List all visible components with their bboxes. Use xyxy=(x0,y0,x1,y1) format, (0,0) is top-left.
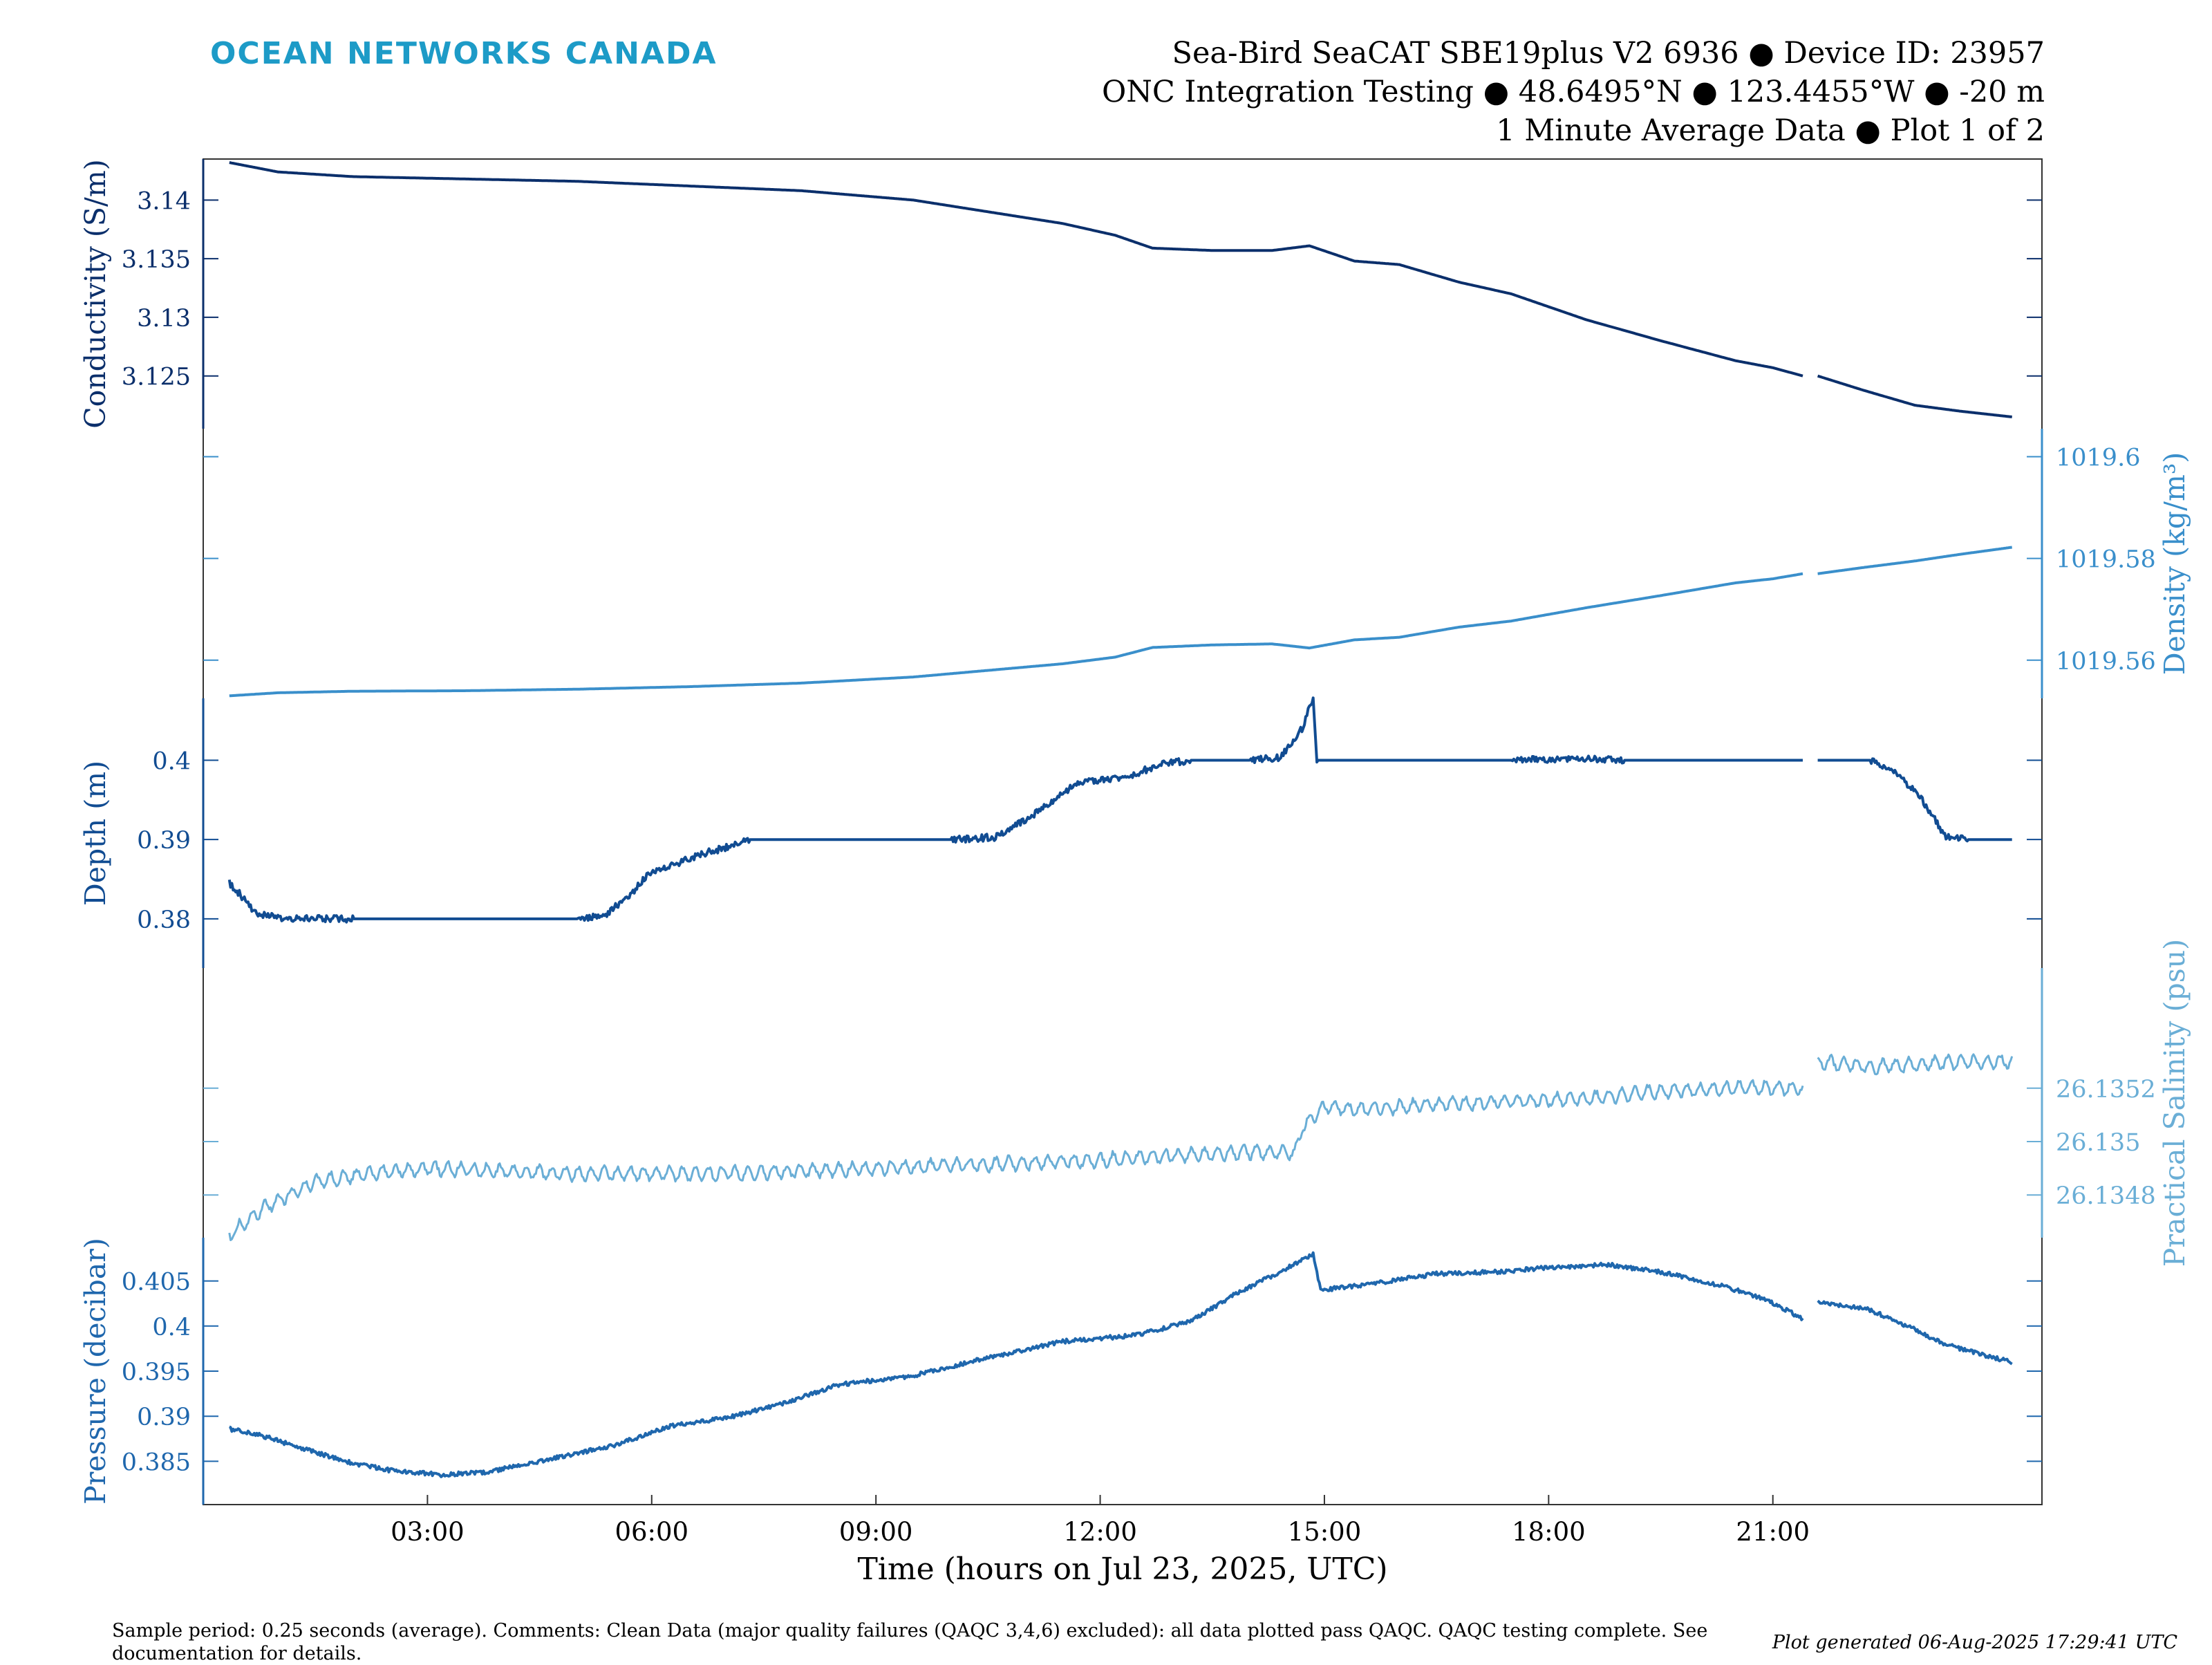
depth-tick-label: 0.39 xyxy=(137,827,191,855)
x-tick-label: 15:00 xyxy=(1288,1517,1362,1547)
depth-line-segment-2 xyxy=(1817,757,2012,843)
conductivity-tick-label: 3.13 xyxy=(137,305,191,333)
depth-axis-label: Depth (m) xyxy=(79,761,112,906)
pressure-tick-label: 0.385 xyxy=(122,1449,191,1476)
onc-logo: OCEAN NETWORKS CANADA xyxy=(210,36,718,71)
salinity-tick-label: 26.1348 xyxy=(2056,1182,2156,1210)
plot-frame xyxy=(203,158,2043,1505)
conductivity-line-segment-2 xyxy=(1817,374,2012,418)
pressure-tick-label: 0.39 xyxy=(137,1404,191,1431)
pressure-axis-label: Pressure (decibar) xyxy=(79,1238,112,1505)
density-line-segment-1 xyxy=(229,572,1803,698)
conductivity-tick-label: 3.14 xyxy=(137,187,191,215)
x-tick-label: 09:00 xyxy=(839,1517,913,1547)
density-tick-label: 1019.56 xyxy=(2056,648,2156,676)
salinity-axis-label: Practical Salinity (psu) xyxy=(2158,939,2191,1267)
x-tick-label: 12:00 xyxy=(1063,1517,1137,1547)
density-line-segment-2 xyxy=(1817,546,2012,575)
salinity-line-segment-2 xyxy=(1817,1053,2014,1076)
x-tick-label: 06:00 xyxy=(615,1517,688,1547)
depth-tick-label: 0.38 xyxy=(137,906,191,934)
conductivity-tick-label: 3.135 xyxy=(122,246,191,274)
header-device: Sea-Bird SeaCAT SBE19plus V2 6936 ● Devi… xyxy=(1172,36,2045,71)
x-tick-label: 21:00 xyxy=(1736,1517,1810,1547)
salinity-tick-label: 26.1352 xyxy=(2056,1076,2156,1104)
footer-comments: Sample period: 0.25 seconds (average). C… xyxy=(112,1620,1708,1664)
x-tick-label: 03:00 xyxy=(391,1517,465,1547)
depth-tick-label: 0.4 xyxy=(152,747,191,775)
density-tick-label: 1019.6 xyxy=(2056,444,2140,472)
plot-generated-timestamp: Plot generated 06-Aug-2025 17:29:41 UTC xyxy=(1772,1632,2177,1653)
x-tick-label: 18:00 xyxy=(1512,1517,1586,1547)
density-axis-label: Density (kg/m³) xyxy=(2158,452,2191,676)
pressure-tick-label: 0.405 xyxy=(122,1269,191,1296)
salinity-line-segment-1 xyxy=(228,1079,1804,1241)
header-data-type: 1 Minute Average Data ● Plot 1 of 2 xyxy=(1496,113,2045,148)
conductivity-tick-label: 3.125 xyxy=(122,364,191,391)
conductivity-axis-label: Conductivity (S/m) xyxy=(79,159,112,428)
pressure-line-segment-2 xyxy=(1817,1299,2013,1366)
pressure-line-segment-1 xyxy=(228,1251,1804,1478)
pressure-tick-label: 0.4 xyxy=(152,1314,191,1341)
density-tick-label: 1019.58 xyxy=(2056,546,2156,574)
conductivity-line-segment-1 xyxy=(229,161,1803,378)
salinity-tick-label: 26.135 xyxy=(2056,1129,2140,1157)
header-location: ONC Integration Testing ● 48.6495°N ● 12… xyxy=(1101,75,2045,109)
depth-line-segment-1 xyxy=(227,696,1803,924)
x-axis-label: Time (hours on Jul 23, 2025, UTC) xyxy=(857,1552,1387,1587)
pressure-tick-label: 0.395 xyxy=(122,1359,191,1386)
